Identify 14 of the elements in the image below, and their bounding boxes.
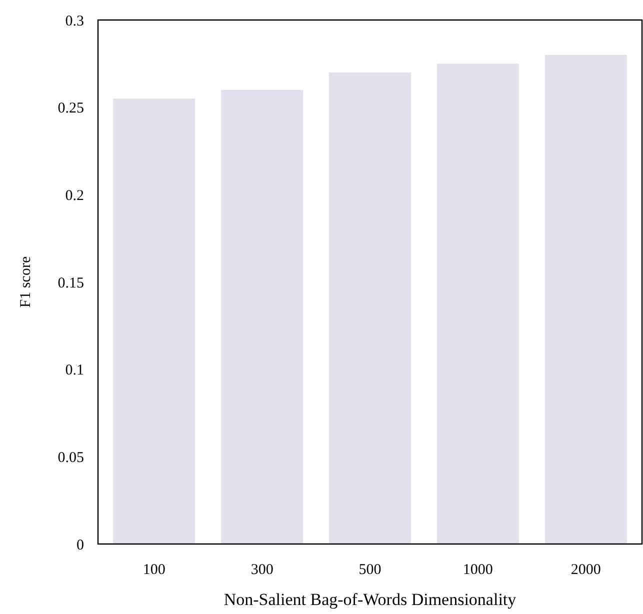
y-tick-label: 0: [76, 537, 84, 554]
y-tick-label: 0.2: [65, 188, 84, 204]
y-tick-label: 0.05: [58, 450, 84, 466]
x-tick-label: 100: [142, 562, 166, 578]
y-tick-label: 0.15: [58, 275, 84, 292]
y-tick-label: 0.3: [65, 13, 84, 30]
x-tick-label: 2000: [570, 562, 601, 578]
x-tick-label: 300: [250, 562, 274, 578]
x-tick-label: 1000: [462, 562, 493, 578]
y-tick-label: 0.1: [65, 362, 84, 379]
y-axis-title: F1 score: [18, 256, 34, 308]
x-tick-label: 500: [358, 562, 382, 578]
x-axis-title: Non-Salient Bag-of-Words Dimensionality: [224, 590, 517, 609]
y-tick-label: 0.25: [58, 100, 84, 117]
